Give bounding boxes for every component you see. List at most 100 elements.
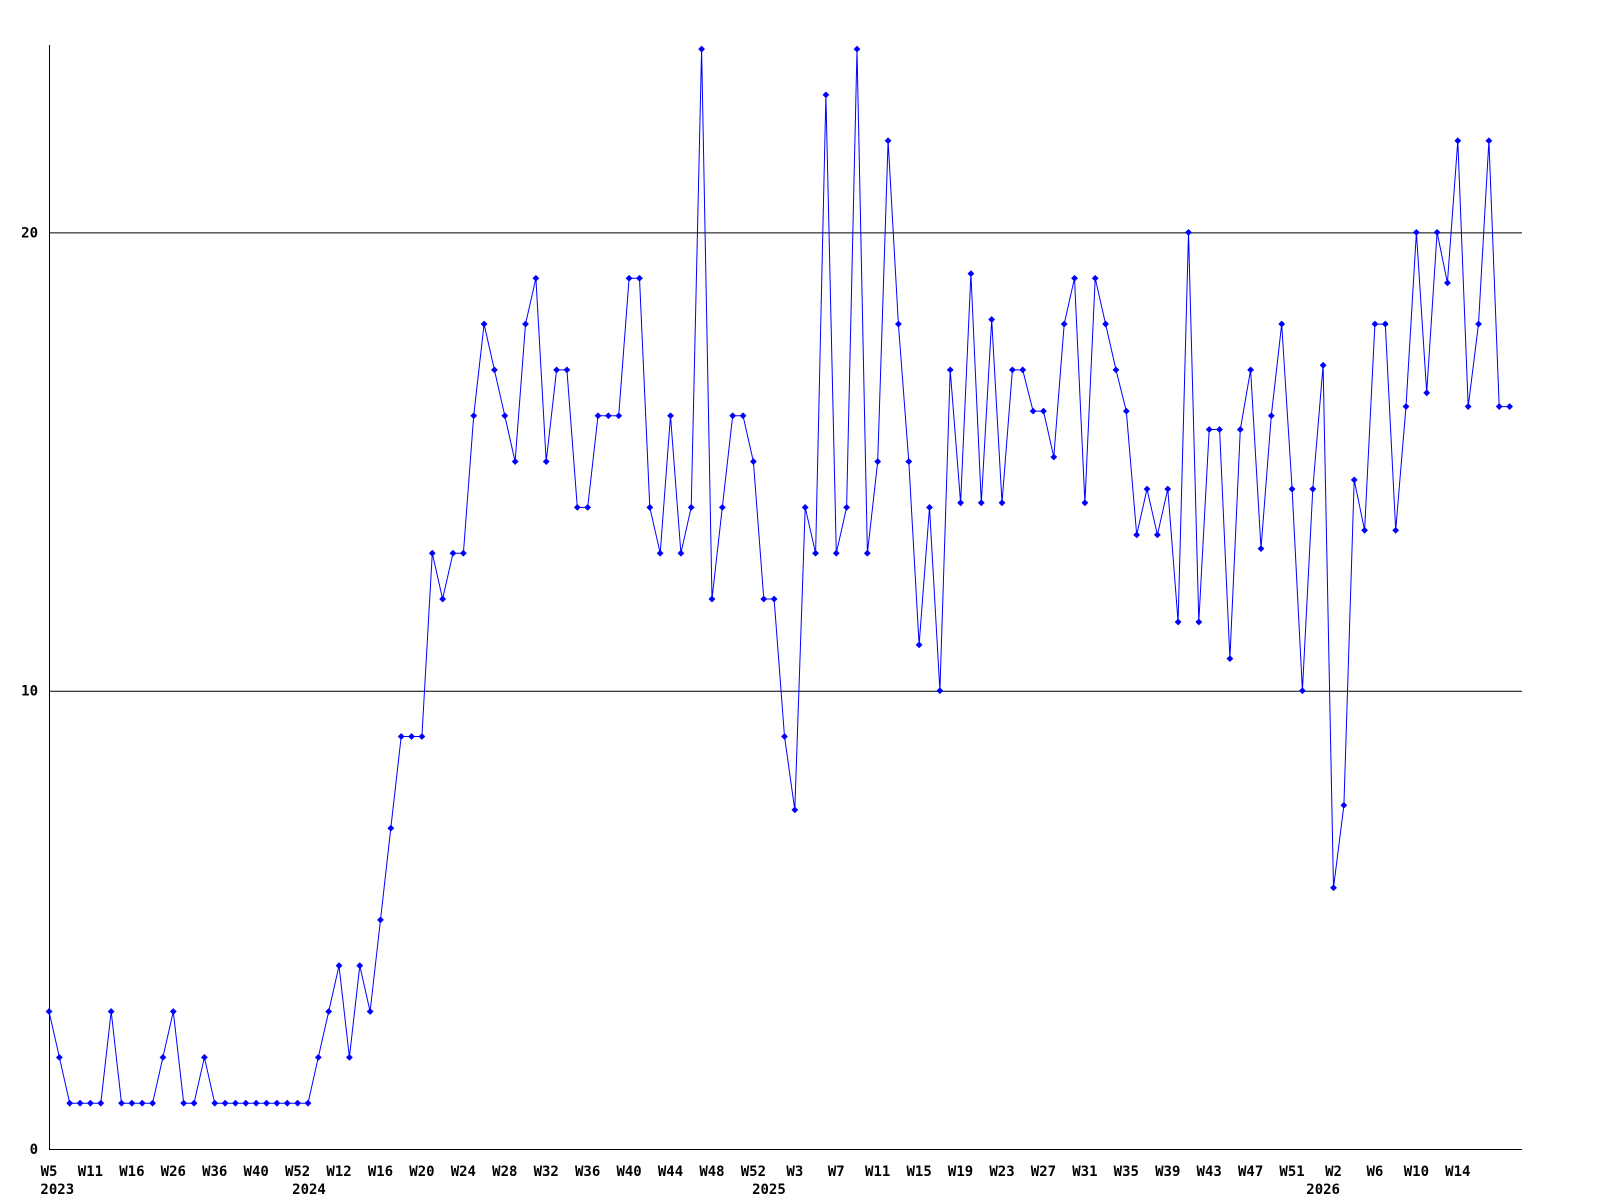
data-point-marker bbox=[335, 962, 343, 970]
x-tick-label: W36 bbox=[575, 1164, 600, 1180]
data-point-marker bbox=[967, 270, 975, 278]
data-point-marker bbox=[97, 1099, 105, 1107]
data-point-marker bbox=[718, 503, 726, 511]
data-point-marker bbox=[169, 1008, 177, 1015]
data-point-marker bbox=[511, 458, 519, 465]
x-tick-label: W39 bbox=[1155, 1164, 1180, 1180]
x-tick-label: W20 bbox=[409, 1164, 434, 1180]
data-point-marker bbox=[1008, 366, 1016, 374]
data-point-marker bbox=[729, 412, 737, 420]
x-tick-label: W12 bbox=[326, 1164, 351, 1180]
axes bbox=[49, 45, 1522, 1150]
data-point-marker bbox=[832, 549, 840, 557]
data-point-marker bbox=[1340, 801, 1348, 809]
data-point-marker bbox=[1371, 320, 1379, 328]
data-point-marker bbox=[656, 549, 664, 557]
data-point-marker bbox=[1464, 403, 1472, 410]
data-point-marker bbox=[677, 549, 685, 557]
data-point-marker bbox=[1278, 320, 1286, 328]
data-point-marker bbox=[263, 1099, 270, 1107]
data-point-marker bbox=[1060, 320, 1068, 328]
x-tick-label: W2 bbox=[1325, 1164, 1342, 1180]
x-tick-label: W35 bbox=[1114, 1164, 1139, 1180]
data-point-marker bbox=[1319, 361, 1327, 369]
data-point-marker bbox=[252, 1099, 260, 1107]
data-point-marker bbox=[1091, 274, 1099, 282]
data-point-marker bbox=[1226, 655, 1234, 663]
data-point-marker bbox=[418, 733, 426, 740]
data-point-marker bbox=[770, 595, 778, 603]
data-point-marker bbox=[1205, 426, 1213, 433]
data-point-marker bbox=[159, 1053, 167, 1061]
data-point-marker bbox=[1143, 485, 1151, 493]
x-tick-label: W7 bbox=[828, 1164, 845, 1180]
data-point-marker bbox=[1153, 531, 1161, 539]
data-point-marker bbox=[76, 1099, 84, 1107]
data-point-marker bbox=[874, 458, 882, 465]
x-tick-label: W40 bbox=[616, 1164, 641, 1180]
data-point-marker bbox=[149, 1099, 156, 1107]
data-point-marker bbox=[708, 595, 716, 603]
data-point-marker bbox=[1236, 426, 1244, 433]
data-point-marker bbox=[1247, 366, 1255, 374]
data-point-marker bbox=[55, 1053, 63, 1061]
data-point-marker bbox=[439, 595, 447, 603]
data-point-marker bbox=[594, 412, 602, 420]
x-tick-label: W28 bbox=[492, 1164, 517, 1180]
x-tick-label: W5 bbox=[41, 1164, 58, 1180]
data-point-marker bbox=[532, 274, 540, 282]
data-point-marker bbox=[739, 412, 747, 420]
year-label: 2023 bbox=[40, 1182, 74, 1198]
data-point-marker bbox=[273, 1099, 281, 1107]
x-tick-label: W36 bbox=[202, 1164, 227, 1180]
data-point-marker bbox=[801, 503, 809, 511]
data-point-marker bbox=[1102, 320, 1110, 328]
data-point-marker bbox=[211, 1099, 219, 1107]
y-tick-label: 20 bbox=[21, 225, 38, 241]
data-point-marker bbox=[45, 1008, 53, 1015]
x-tick-label: W16 bbox=[119, 1164, 144, 1180]
data-point-marker bbox=[957, 499, 964, 507]
x-tick-label: W3 bbox=[786, 1164, 803, 1180]
data-point-marker bbox=[615, 412, 623, 420]
x-tick-label: W14 bbox=[1445, 1164, 1470, 1180]
data-point-marker bbox=[1133, 531, 1141, 539]
data-point-marker bbox=[522, 320, 529, 328]
data-point-marker bbox=[1112, 366, 1120, 374]
data-point-marker bbox=[180, 1099, 188, 1107]
data-point-marker bbox=[553, 366, 560, 374]
data-point-marker bbox=[1402, 403, 1410, 410]
data-point-marker bbox=[1444, 279, 1451, 287]
data-point-marker bbox=[366, 1008, 374, 1015]
data-point-marker bbox=[356, 962, 364, 970]
x-tick-label: W51 bbox=[1279, 1164, 1304, 1180]
data-point-marker bbox=[470, 412, 478, 420]
data-point-marker bbox=[936, 687, 944, 695]
data-point-marker bbox=[242, 1099, 250, 1107]
data-point-marker bbox=[480, 320, 488, 328]
data-point-marker bbox=[1475, 320, 1482, 328]
data-point-marker bbox=[853, 45, 861, 53]
data-point-marker bbox=[1299, 687, 1306, 695]
data-point-marker bbox=[428, 549, 436, 557]
data-point-marker bbox=[1361, 526, 1368, 534]
data-point-marker bbox=[1309, 485, 1317, 493]
data-point-marker bbox=[107, 1008, 115, 1015]
data-point-marker bbox=[1071, 274, 1078, 282]
data-point-marker bbox=[946, 366, 954, 374]
data-point-marker bbox=[915, 641, 923, 649]
data-point-marker bbox=[1195, 618, 1203, 626]
data-point-marker bbox=[1216, 426, 1223, 433]
series-markers bbox=[45, 45, 1513, 1107]
data-point-marker bbox=[1174, 618, 1182, 626]
data-point-marker bbox=[1350, 476, 1358, 484]
data-point-marker bbox=[812, 549, 819, 557]
data-point-marker bbox=[128, 1099, 136, 1107]
data-point-marker bbox=[1122, 407, 1130, 415]
data-point-marker bbox=[1381, 320, 1389, 328]
x-tick-label: W6 bbox=[1367, 1164, 1384, 1180]
data-point-marker bbox=[760, 595, 768, 603]
data-point-marker bbox=[200, 1053, 208, 1061]
x-tick-label: W43 bbox=[1197, 1164, 1222, 1180]
gridlines bbox=[49, 232, 1522, 692]
